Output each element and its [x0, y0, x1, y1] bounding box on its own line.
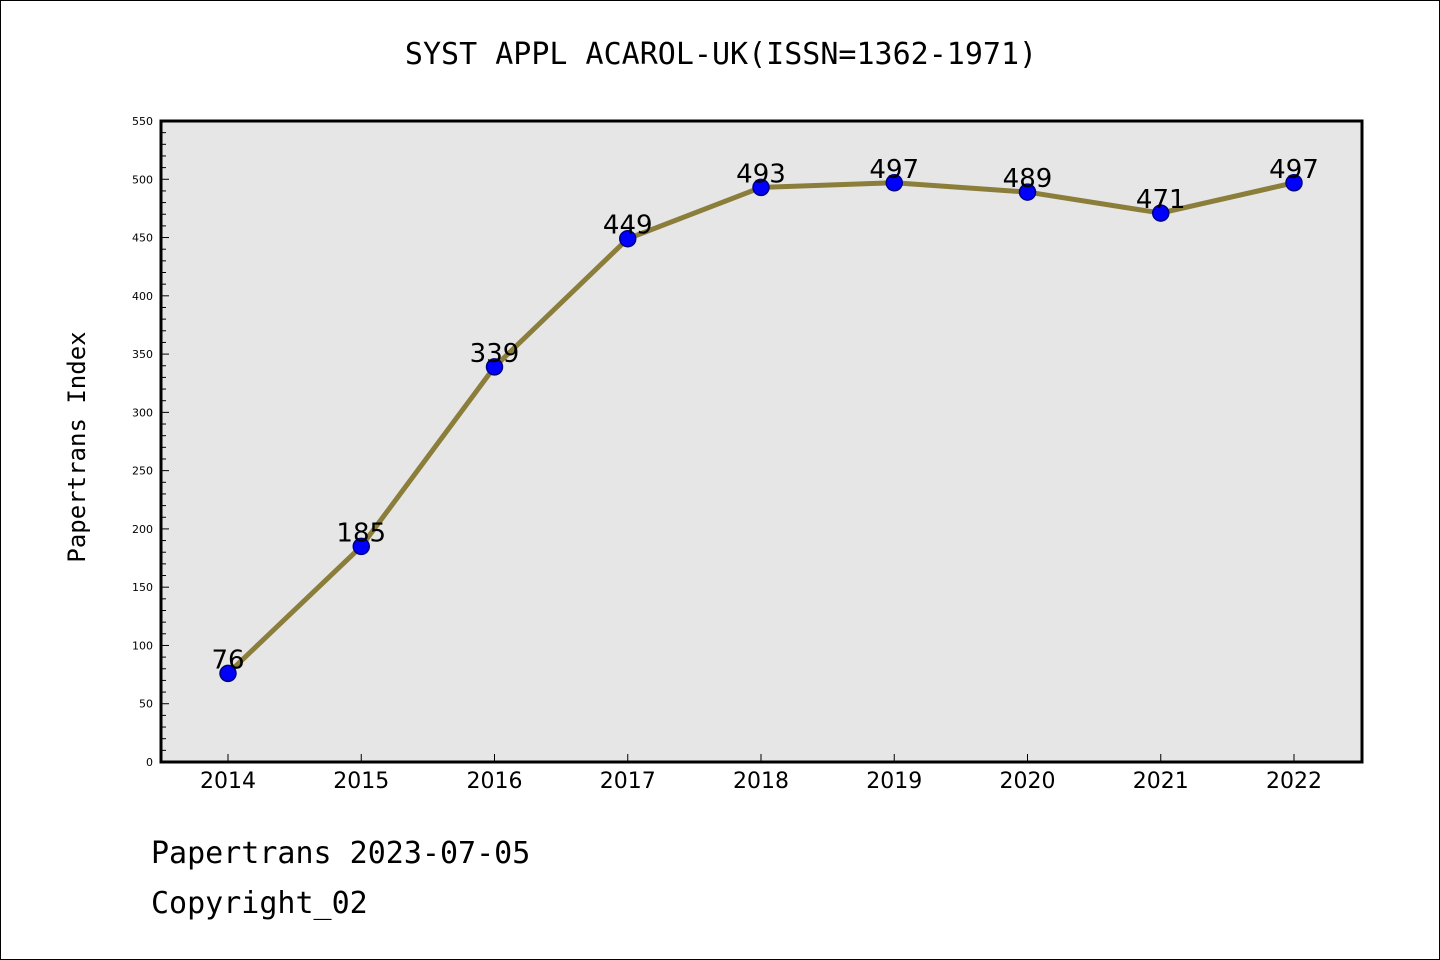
data-label: 339: [470, 339, 520, 369]
x-tick-label: 2020: [1000, 769, 1056, 794]
x-tick-label: 2014: [200, 769, 256, 794]
y-tick-label: 550: [132, 115, 153, 128]
data-point: [352, 537, 370, 556]
y-axis-label: Papertrans Index: [63, 331, 91, 562]
y-axis: 0 50 100 150 200 250 300 350 400 450 500 550: [132, 115, 169, 769]
y-tick-label: 300: [132, 406, 153, 419]
data-label: 493: [736, 159, 786, 189]
y-tick-label: 400: [132, 290, 153, 303]
data-point: [1285, 174, 1303, 192]
data-point: [485, 358, 504, 376]
data-label: 449: [603, 211, 653, 241]
data-point: [885, 174, 903, 192]
series-markers: [219, 174, 1303, 683]
plot-frame: [159, 119, 1364, 764]
data-label: 489: [1003, 164, 1053, 194]
footer-copyright: Copyright_02: [151, 886, 368, 921]
y-tick-label: 200: [132, 523, 153, 536]
x-tick-label: 2019: [866, 769, 922, 794]
data-label: 471: [1136, 185, 1186, 215]
y-tick-label: 500: [132, 173, 153, 186]
x-tick-label: 2021: [1133, 769, 1189, 794]
x-tick-label: 2015: [333, 769, 389, 794]
y-tick-label: 450: [132, 232, 153, 245]
y-tick-label: 0: [146, 756, 153, 769]
y-tick-label: 350: [132, 348, 153, 361]
x-tick-label: 2022: [1266, 769, 1322, 794]
data-label: 185: [336, 518, 386, 548]
data-label: 497: [1269, 155, 1319, 185]
x-tick-label: 2017: [600, 769, 656, 794]
data-point: [752, 178, 770, 197]
footer-date: Papertrans 2023-07-05: [151, 836, 531, 871]
data-point: [619, 229, 637, 248]
y-tick-label: 100: [132, 639, 153, 652]
data-point: [1018, 183, 1037, 201]
data-label: 497: [869, 155, 919, 185]
data-labels: 76 185 339 449 493 497 489 471 497: [211, 155, 1318, 676]
x-tick-label: 2016: [467, 769, 523, 794]
data-label: 76: [211, 645, 244, 675]
y-tick-label: 250: [132, 465, 153, 478]
chart-title: SYST APPL ACAROL-UK(ISSN=1362-1971): [404, 37, 1038, 72]
x-axis: 2014 2015 2016 2017 2018 2019 2020 2021 2022: [200, 754, 1322, 794]
data-point: [219, 664, 237, 683]
y-tick-label: 50: [139, 698, 153, 711]
x-tick-label: 2018: [733, 769, 789, 794]
plot-area: [161, 121, 1362, 762]
data-point: [1152, 204, 1170, 222]
y-tick-label: 150: [132, 581, 153, 594]
